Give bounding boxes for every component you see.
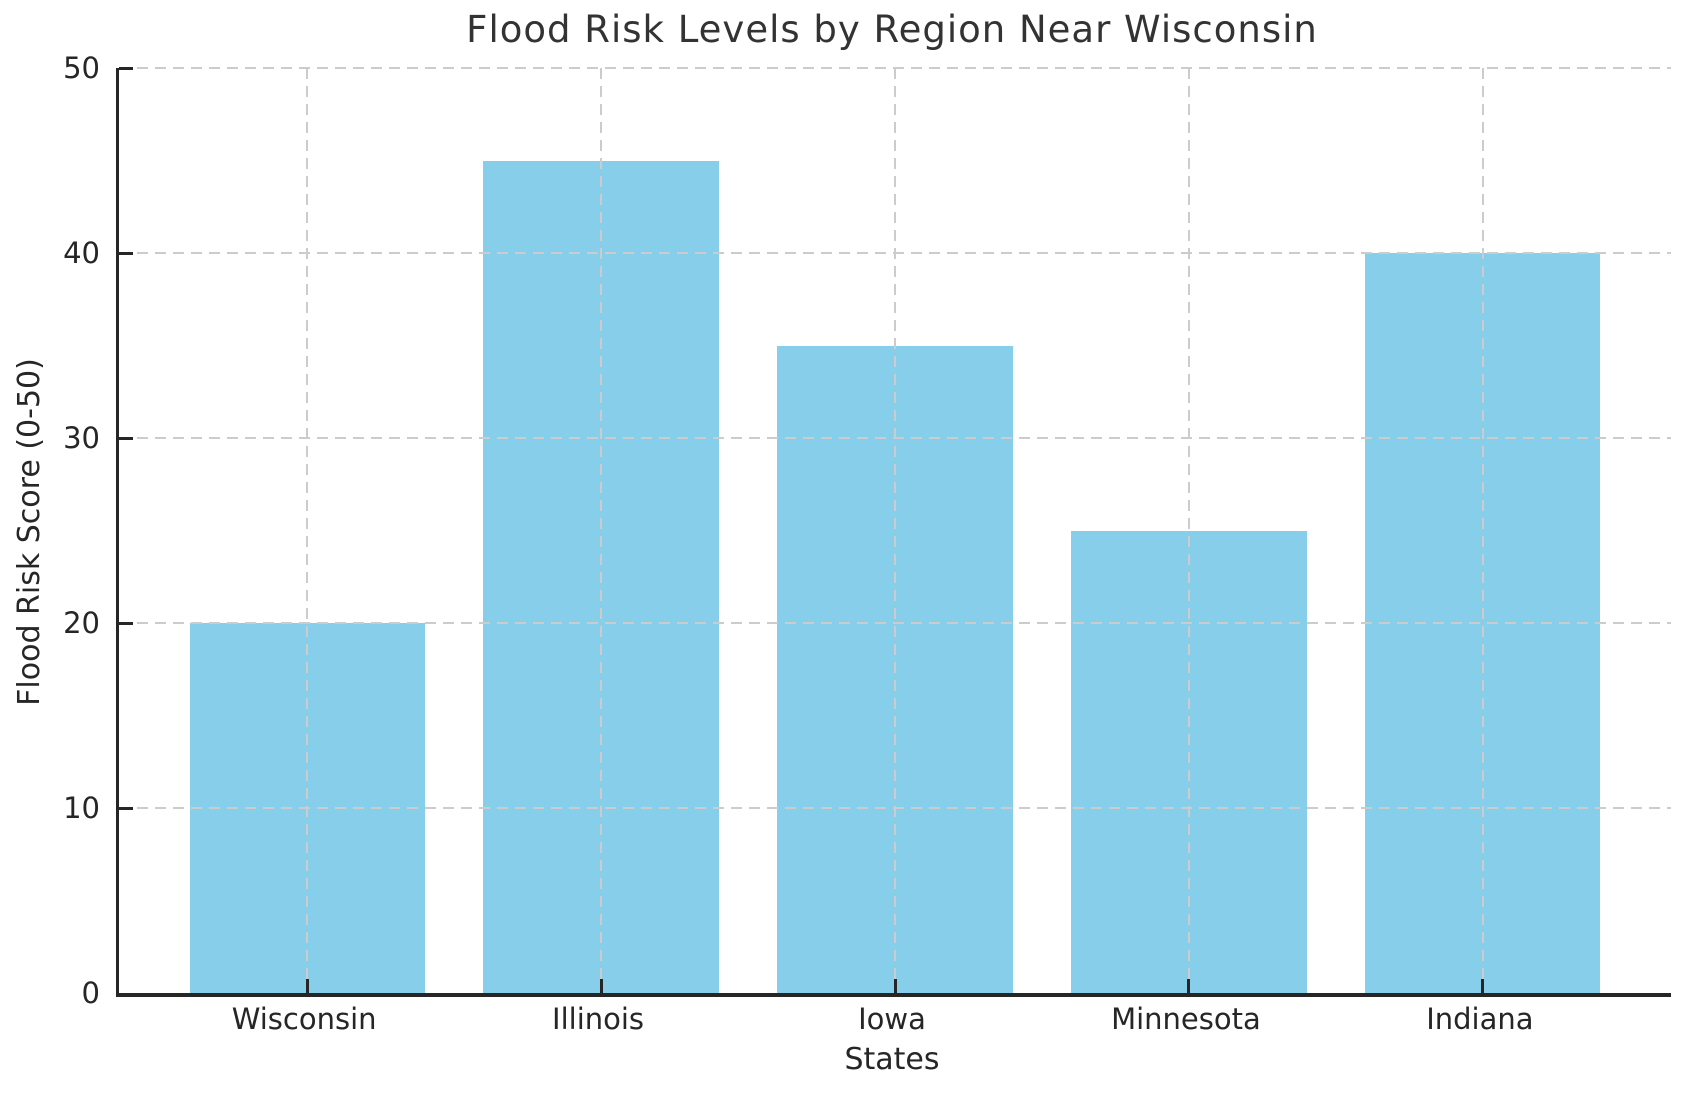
y-tick-mark (119, 436, 133, 440)
y-tick-mark (119, 806, 133, 810)
x-tick-mark (1481, 979, 1485, 993)
plot-area (116, 66, 1671, 997)
x-tick-label: Wisconsin (231, 1002, 377, 1036)
x-tick-label: Illinois (552, 1002, 645, 1036)
y-tick-label: 40 (63, 236, 100, 270)
x-tick-label: Indiana (1426, 1002, 1534, 1036)
y-tick-label: 50 (63, 51, 100, 85)
y-axis-label: Flood Risk Score (0-50) (12, 358, 47, 706)
y-tick-label: 10 (63, 791, 100, 825)
x-tick-label: Minnesota (1111, 1002, 1261, 1036)
y-tick-label: 20 (63, 606, 100, 640)
y-tick-mark (119, 251, 133, 255)
y-tick-mark (119, 66, 133, 70)
x-tick-mark (1187, 979, 1191, 993)
y-tick-label: 0 (81, 976, 100, 1010)
chart-title: Flood Risk Levels by Region Near Wiscons… (466, 8, 1318, 51)
x-axis-label: States (844, 1042, 940, 1077)
ticks-layer (119, 66, 1671, 993)
x-tick-label: Iowa (858, 1002, 926, 1036)
y-tick-label: 30 (63, 421, 100, 455)
x-tick-mark (305, 979, 309, 993)
y-tick-mark (119, 621, 133, 625)
x-tick-mark (893, 979, 897, 993)
x-tick-mark (599, 979, 603, 993)
